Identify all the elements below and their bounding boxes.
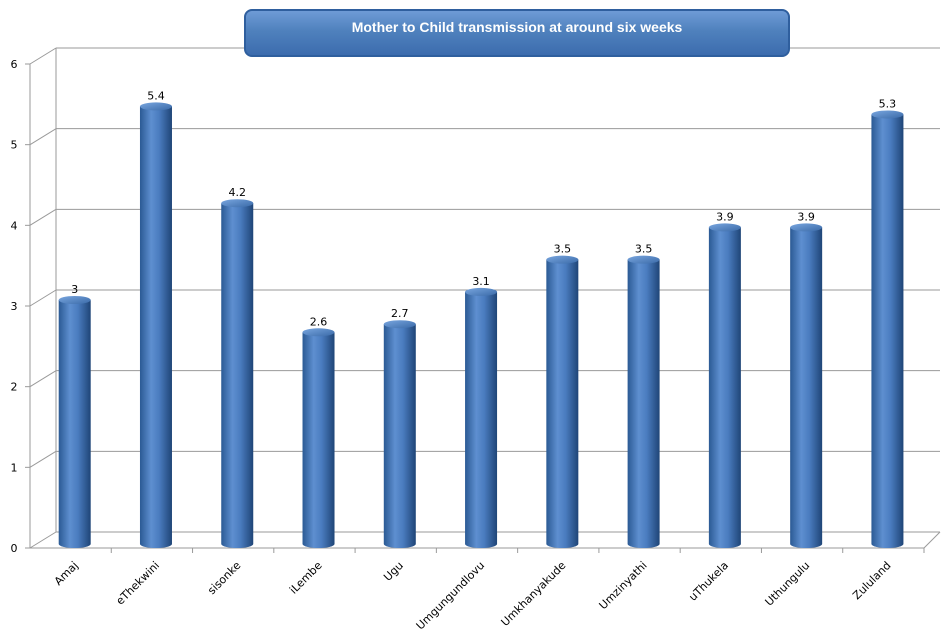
x-tick-label: Umzinyathi — [597, 559, 650, 612]
bar-body — [383, 324, 416, 548]
bar — [871, 110, 904, 548]
y-tick-label: 6 — [11, 58, 18, 71]
bar-top — [790, 223, 823, 232]
y-tick-label: 5 — [11, 139, 18, 152]
x-tick-label: sisonke — [205, 559, 243, 597]
bar — [790, 223, 823, 548]
bar — [627, 255, 660, 548]
y-tick-label: 4 — [11, 219, 18, 232]
data-label: 3.9 — [797, 210, 815, 223]
x-tick-label: Amaj — [52, 559, 81, 588]
y-tick-label: 3 — [11, 300, 18, 313]
bar-body — [58, 300, 91, 548]
gridline-side — [29, 289, 57, 307]
bar — [302, 328, 335, 548]
x-tick-label: uThukela — [686, 559, 731, 604]
x-tick-label: Umkhanyakude — [499, 559, 569, 629]
bar — [139, 102, 172, 549]
bar-top — [546, 255, 579, 264]
data-label: 3 — [71, 283, 78, 296]
bar — [465, 287, 498, 548]
floor-edge — [923, 531, 941, 549]
x-tick-label: Zululand — [850, 559, 893, 602]
bar-body — [627, 259, 660, 548]
bar-top — [627, 255, 660, 264]
bar — [221, 199, 254, 548]
y-tick-label: 1 — [11, 461, 18, 474]
bar-body — [465, 291, 498, 548]
bar-body — [708, 227, 741, 548]
bar — [708, 223, 741, 548]
bar-body — [871, 114, 904, 548]
bar-top — [302, 328, 335, 337]
bar — [546, 255, 579, 548]
x-tick-label: Umgungundlovu — [414, 559, 487, 632]
bar-top — [221, 199, 254, 208]
x-tick-label: Ugu — [381, 559, 406, 584]
bar-top — [139, 102, 172, 111]
data-label: 3.5 — [635, 243, 653, 256]
bar-body — [790, 227, 823, 548]
gridline-side — [29, 370, 57, 388]
y-tick-label: 2 — [11, 381, 18, 394]
y-tick-label: 0 — [11, 542, 18, 555]
bar — [58, 296, 91, 548]
gridline-side — [29, 128, 57, 146]
gridline-side — [29, 450, 57, 468]
data-label: 3.9 — [716, 210, 734, 223]
bar-top — [465, 287, 498, 296]
bar-top — [708, 223, 741, 232]
bar-top — [383, 320, 416, 329]
bar-body — [302, 332, 335, 548]
chart-title: Mother to Child transmission at around s… — [244, 9, 790, 57]
bar-body — [139, 106, 172, 549]
bar-body — [546, 259, 579, 548]
bar-top — [58, 296, 91, 304]
gridline-side — [29, 47, 57, 65]
data-label: 2.6 — [310, 315, 328, 328]
bar — [383, 320, 416, 548]
x-tick-label: iLembe — [287, 559, 325, 597]
x-tick-label: eThekwini — [114, 559, 163, 608]
bar-top — [871, 110, 904, 119]
gridline-side — [29, 531, 57, 549]
data-label: 2.7 — [391, 307, 409, 320]
gridline-side — [29, 208, 57, 226]
bar-body — [221, 203, 254, 548]
data-label: 5.4 — [147, 89, 165, 102]
x-tick-label: Uthungulu — [763, 559, 813, 609]
data-label: 3.1 — [472, 275, 490, 288]
data-label: 4.2 — [228, 186, 246, 199]
data-label: 3.5 — [554, 243, 572, 256]
data-label: 5.3 — [879, 97, 897, 110]
